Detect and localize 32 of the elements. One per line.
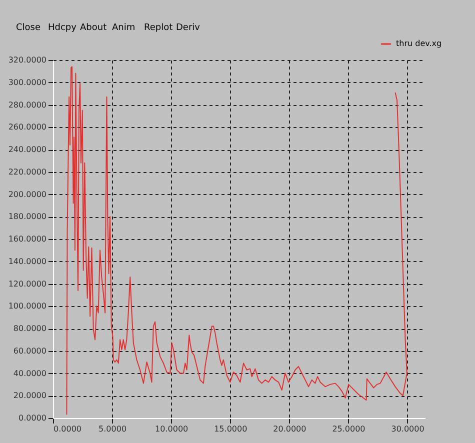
y-tick-label: 180.0000 <box>8 212 46 222</box>
y-tick-label: 220.0000 <box>8 167 46 176</box>
y-tick-label: 280.0000 <box>8 100 46 110</box>
y-tick-label: 20.0000 <box>13 391 46 400</box>
y-tick-label: 0.0000 <box>18 414 46 422</box>
y-tick-label: 120.0000 <box>8 279 46 288</box>
text: Anim <box>112 23 136 33</box>
y-tick-label: 160.0000 <box>8 234 46 244</box>
x-tick-label: 15.0000 <box>214 424 248 434</box>
text: Hdcpy <box>48 23 78 33</box>
y-tick-label: 80.0000 <box>13 324 46 333</box>
line-series <box>66 66 408 416</box>
y-tick-label: 200.0000 <box>8 190 46 199</box>
x-tick-label: 20.0000 <box>273 424 306 434</box>
y-tick-label: 140.0000 <box>8 256 46 266</box>
y-tick-label: 60.0000 <box>13 346 46 356</box>
text: Replot <box>144 23 174 33</box>
y-tick-label: 300.0000 <box>8 78 46 87</box>
legend-label: thru dev.xg <box>396 39 442 48</box>
text: Deriv <box>176 23 201 33</box>
text: Close <box>16 23 41 33</box>
y-tick-label: 40.0000 <box>13 368 46 378</box>
y-tick-label: 320.0000 <box>8 56 46 64</box>
y-tick-label: 240.0000 <box>8 145 46 154</box>
text: About <box>80 23 108 33</box>
x-tick-label: 5.0000 <box>98 424 127 434</box>
x-tick-label: 0.0000 <box>54 424 82 434</box>
y-tick-label: 100.0000 <box>8 302 46 311</box>
x-tick-label: 30.0000 <box>391 424 424 434</box>
x-tick-label: 10.0000 <box>155 424 188 434</box>
y-tick-label: 260.0000 <box>8 122 46 132</box>
x-tick-label: 25.0000 <box>332 424 366 434</box>
